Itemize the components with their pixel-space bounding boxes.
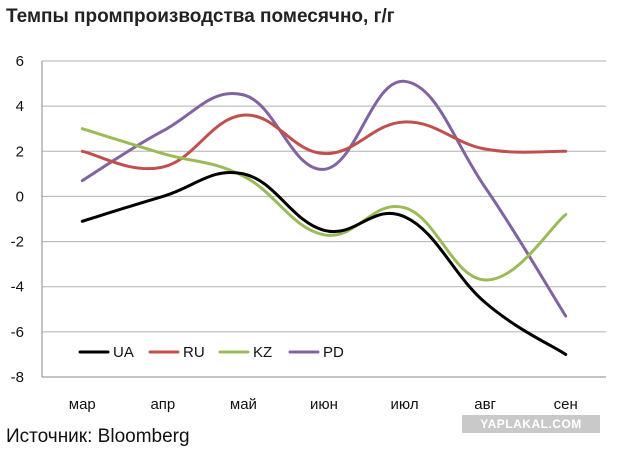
x-tick-label: авг (474, 396, 496, 413)
legend-label-pd: PD (323, 344, 344, 361)
watermark-box (462, 415, 600, 433)
series-line-ru (80, 113, 568, 171)
y-tick-label: -8 (11, 369, 24, 386)
series-line-kz (80, 127, 568, 282)
series-line-pd (80, 79, 568, 318)
x-tick-label: мар (69, 396, 96, 413)
legend-label-ua: UA (113, 344, 134, 361)
x-tick-label: июл (391, 396, 419, 413)
y-tick-label: -2 (11, 234, 24, 251)
y-tick-label: 6 (16, 53, 24, 70)
legend-label-ru: RU (183, 344, 205, 361)
series-line-ua (80, 171, 568, 356)
y-tick-label: -4 (11, 279, 24, 296)
y-tick-label: -6 (11, 324, 24, 341)
y-tick-label: 2 (16, 143, 24, 160)
gridlines (41, 60, 606, 378)
x-axis-ticks: мар апр май июн июл авг сен (69, 396, 578, 413)
legend-label-kz: KZ (253, 344, 272, 361)
watermark: YAPLAKAL.COM (480, 417, 582, 431)
x-tick-label: апр (150, 396, 175, 413)
x-tick-label: сен (554, 396, 578, 413)
y-tick-label: 0 (16, 188, 24, 205)
series-lines (80, 79, 568, 356)
x-tick-label: май (230, 396, 257, 413)
legend: UA RU KZ PD (78, 344, 344, 361)
y-axis-ticks: -8 -6 -4 -2 0 2 4 6 (11, 53, 24, 386)
x-tick-label: июн (310, 396, 338, 413)
chart-title: Темпы промпроизводства помесячно, г/г (6, 6, 395, 27)
source-label: Источник: Bloomberg (6, 426, 190, 447)
y-tick-label: 4 (16, 98, 24, 115)
